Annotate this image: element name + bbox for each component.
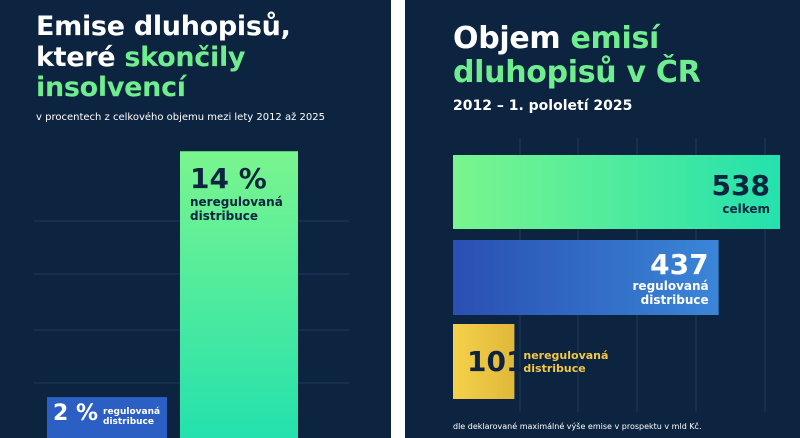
left-title-line2-b: skončily [124,41,246,73]
right-title-b: emisí [570,21,660,56]
bar-regulovana [453,240,719,315]
bar-value-label: 437 [650,248,709,281]
right-title-a: Objem [453,21,571,56]
footnote: dle deklarované maximálné výše emise v p… [453,422,702,431]
bar-category-label: neregulovaná distribuce [190,195,283,224]
bar-category-label: regulovaná distribuce [103,407,161,428]
bar-regulovana [47,397,167,438]
bar-neregulovana [453,324,515,399]
left-title-line1: Emise dluhopisů, [36,11,291,42]
bar-category-label: regulovaná distribuce [632,279,709,307]
right-chart [453,138,780,412]
left-subtitle: v procentech z celkového objemu mezi let… [36,112,325,123]
right-title: Objem emisí dluhopisů v ČR [453,22,701,90]
right-subtitle: 2012 – 1. pololetí 2025 [453,98,633,114]
bar-value-label: 14 % [190,162,267,196]
left-title-line2-a: které [36,41,125,73]
right-title-c: dluhopisů v ČR [453,54,701,90]
left-chart [34,151,349,438]
left-title-line2: které skončily [36,41,291,74]
bar-neregulovana [180,151,298,438]
bar-celkem [453,155,780,229]
bar-category-label: neregulovaná distribuce [523,349,609,375]
left-title: Emise dluhopisů, které skončily insolven… [36,11,291,104]
bar-value-label: 101 [467,345,526,378]
left-panel: Emise dluhopisů, které skončily insolven… [0,0,391,438]
right-panel: Objem emisí dluhopisů v ČR 2012 – 1. pol… [405,0,800,438]
bar-category-label: celkem [722,202,770,216]
bar-value-label: 2 % [53,401,99,427]
bar-value-label: 538 [711,169,770,202]
right-title-line1: Objem emisí [453,22,700,56]
left-title-line3: insolvencí [36,72,186,103]
